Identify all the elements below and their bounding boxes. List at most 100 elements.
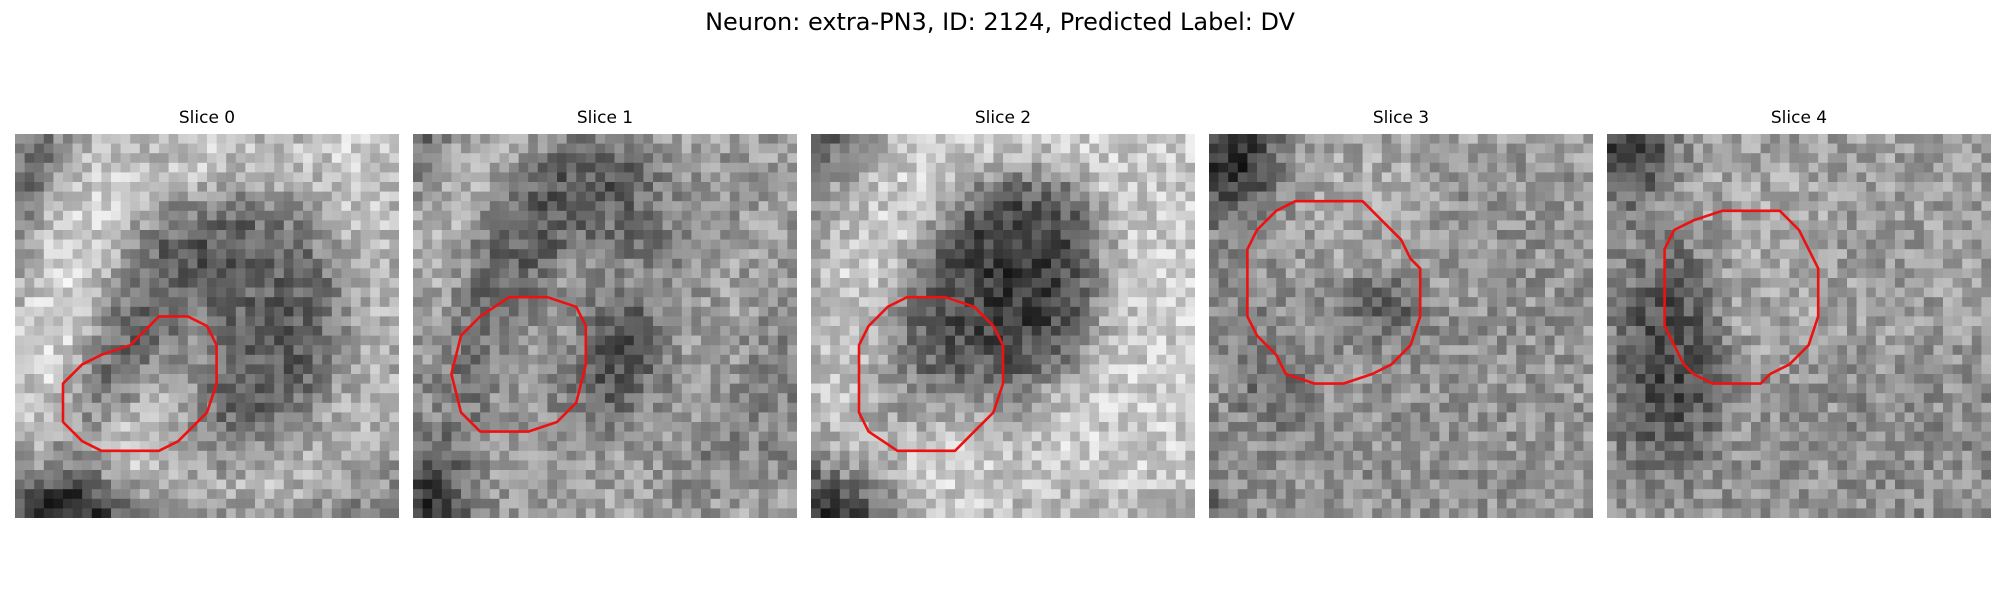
pixel xyxy=(63,201,73,211)
pixel xyxy=(207,316,217,326)
pixel xyxy=(471,211,481,221)
pixel xyxy=(44,355,54,365)
pixel xyxy=(1051,489,1061,499)
pixel xyxy=(576,268,586,278)
pixel xyxy=(1185,489,1195,499)
pixel xyxy=(984,489,994,499)
pixel xyxy=(926,489,936,499)
pixel xyxy=(1032,163,1042,173)
pixel xyxy=(624,480,634,490)
pixel xyxy=(1137,144,1147,154)
pixel xyxy=(974,163,984,173)
pixel xyxy=(672,460,682,470)
pixel xyxy=(720,288,730,298)
pixel xyxy=(480,201,490,211)
pixel xyxy=(749,278,759,288)
pixel xyxy=(653,403,663,413)
pixel xyxy=(303,230,313,240)
pixel xyxy=(1041,393,1051,403)
pixel xyxy=(869,278,879,288)
pixel xyxy=(974,412,984,422)
pixel xyxy=(811,144,821,154)
pixel xyxy=(547,288,557,298)
pixel xyxy=(945,259,955,269)
pixel xyxy=(332,336,342,346)
pixel xyxy=(1128,172,1138,182)
pixel xyxy=(499,201,509,211)
pixel xyxy=(1176,249,1186,259)
pixel xyxy=(1564,153,1574,163)
pixel xyxy=(965,508,975,518)
pixel xyxy=(1080,172,1090,182)
pixel xyxy=(682,499,692,509)
pixel xyxy=(226,249,236,259)
pixel xyxy=(284,412,294,422)
pixel xyxy=(955,316,965,326)
pixel xyxy=(759,297,769,307)
pixel xyxy=(1137,460,1147,470)
pixel xyxy=(188,393,198,403)
pixel xyxy=(265,259,275,269)
pixel xyxy=(586,451,596,461)
pixel xyxy=(322,336,332,346)
pixel xyxy=(159,489,169,499)
pixel xyxy=(701,153,711,163)
pixel xyxy=(778,393,788,403)
slice-svg-1 xyxy=(413,134,797,518)
pixel xyxy=(322,297,332,307)
pixel xyxy=(432,144,442,154)
pixel xyxy=(878,278,888,288)
pixel xyxy=(1324,172,1334,182)
pixel xyxy=(1109,345,1119,355)
pixel xyxy=(1147,297,1157,307)
pixel xyxy=(653,172,663,182)
pixel xyxy=(1128,470,1138,480)
pixel xyxy=(567,508,577,518)
pixel xyxy=(284,422,294,432)
pixel xyxy=(73,422,83,432)
pixel xyxy=(787,230,797,240)
pixel xyxy=(44,364,54,374)
pixel xyxy=(178,451,188,461)
pixel xyxy=(34,268,44,278)
pixel xyxy=(34,211,44,221)
pixel xyxy=(926,480,936,490)
pixel xyxy=(869,144,879,154)
pixel xyxy=(778,172,788,182)
pixel xyxy=(759,316,769,326)
pixel xyxy=(1157,384,1167,394)
pixel xyxy=(451,240,461,250)
pixel xyxy=(1080,374,1090,384)
pixel xyxy=(274,259,284,269)
pixel xyxy=(341,240,351,250)
pixel xyxy=(499,374,509,384)
pixel xyxy=(351,268,361,278)
pixel xyxy=(615,134,625,144)
pixel xyxy=(63,268,73,278)
pixel xyxy=(341,144,351,154)
pixel xyxy=(615,201,625,211)
pixel xyxy=(830,288,840,298)
pixel xyxy=(1032,460,1042,470)
pixel xyxy=(15,393,25,403)
pixel xyxy=(1286,134,1296,144)
pixel xyxy=(380,412,390,422)
pixel xyxy=(1228,134,1238,144)
pixel xyxy=(101,393,111,403)
pixel xyxy=(759,144,769,154)
pixel xyxy=(1051,480,1061,490)
pixel xyxy=(663,480,673,490)
pixel xyxy=(624,393,634,403)
pixel xyxy=(605,345,615,355)
pixel xyxy=(849,412,859,422)
pixel xyxy=(159,192,169,202)
pixel xyxy=(111,374,121,384)
pixel xyxy=(322,230,332,240)
pixel xyxy=(936,355,946,365)
pixel xyxy=(1118,441,1128,451)
pixel xyxy=(82,422,92,432)
pixel xyxy=(442,259,452,269)
pixel xyxy=(624,451,634,461)
pixel xyxy=(1315,134,1325,144)
pixel xyxy=(111,422,121,432)
